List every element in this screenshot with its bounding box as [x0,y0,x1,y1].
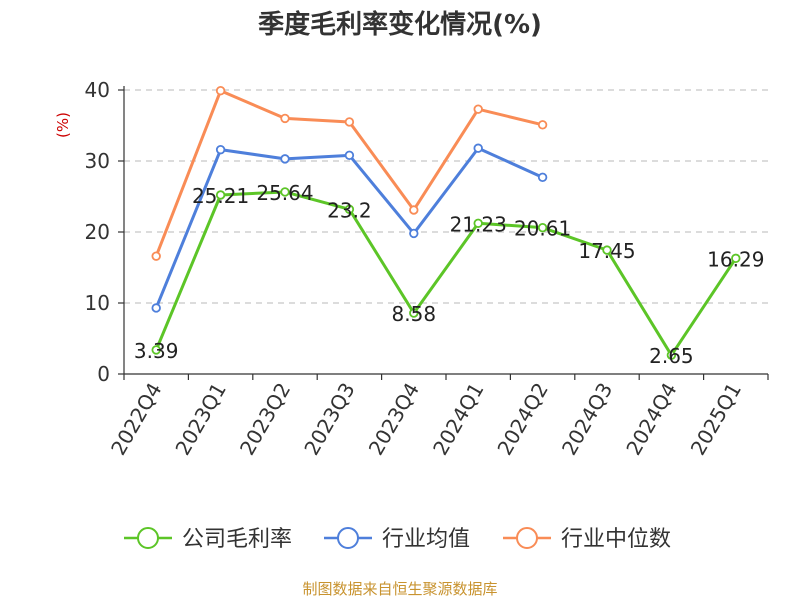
data-point [215,86,226,96]
data-point [409,205,419,215]
data-label: 17.45 [578,239,635,263]
x-tick-label: 2023Q2 [235,379,295,460]
legend-label: 行业中位数 [561,527,671,552]
y-tick-label: 40 [85,78,110,102]
data-point [473,143,483,153]
x-tick-label: 2022Q4 [106,379,166,460]
data-point [215,144,226,155]
data-label: 21.23 [450,212,507,236]
data-point [731,253,741,264]
y-tick-label: 0 [97,362,110,386]
y-tick-label: 20 [85,220,110,244]
data-label: 2.65 [649,344,694,368]
data-point [409,308,419,318]
data-point [473,218,483,228]
y-axis-unit-label: (%) [54,112,72,138]
data-point [280,154,290,164]
x-tick-label: 2024Q1 [428,379,488,460]
legend-label: 公司毛利率 [182,527,292,552]
x-tick-label: 2024Q2 [492,379,552,460]
x-tick-label: 2023Q4 [364,379,424,460]
data-point [473,104,483,114]
data-point [280,113,290,124]
chart-title: 季度毛利率变化情况(%) [258,10,542,40]
data-point [344,117,355,127]
data-point [151,251,161,261]
x-tick-label: 2023Q1 [170,379,230,460]
data-label: 25.64 [256,181,313,205]
data-point [409,228,419,239]
data-label: 20.61 [514,217,571,241]
data-point [537,222,548,233]
data-label: 23.2 [327,198,372,222]
data-label: 16.29 [707,247,764,271]
legend-marker [516,527,538,549]
data-point [344,204,355,214]
data-point [602,245,612,255]
y-tick-label: 10 [85,291,110,315]
data-point [151,345,161,355]
data-point [537,120,548,130]
x-tick-label: 2024Q4 [621,379,681,460]
x-tick-label: 2024Q3 [557,379,617,460]
data-label: 25.21 [192,184,249,208]
data-point [344,150,355,161]
data-source-note: 制图数据来自恒生聚源数据库 [302,580,498,598]
data-label: 3.39 [134,339,179,363]
legend-label: 行业均值 [382,527,470,552]
series-line [154,190,738,357]
data-point [215,190,226,200]
x-tick-label: 2025Q1 [686,379,746,460]
y-tick-label: 30 [85,149,110,173]
legend-marker [137,527,159,549]
legend-marker [337,527,359,549]
data-point [151,303,161,313]
data-point [537,172,548,183]
x-tick-label: 2023Q3 [299,379,359,460]
data-point [280,187,290,197]
data-label: 8.58 [392,302,437,326]
data-point [666,350,677,360]
